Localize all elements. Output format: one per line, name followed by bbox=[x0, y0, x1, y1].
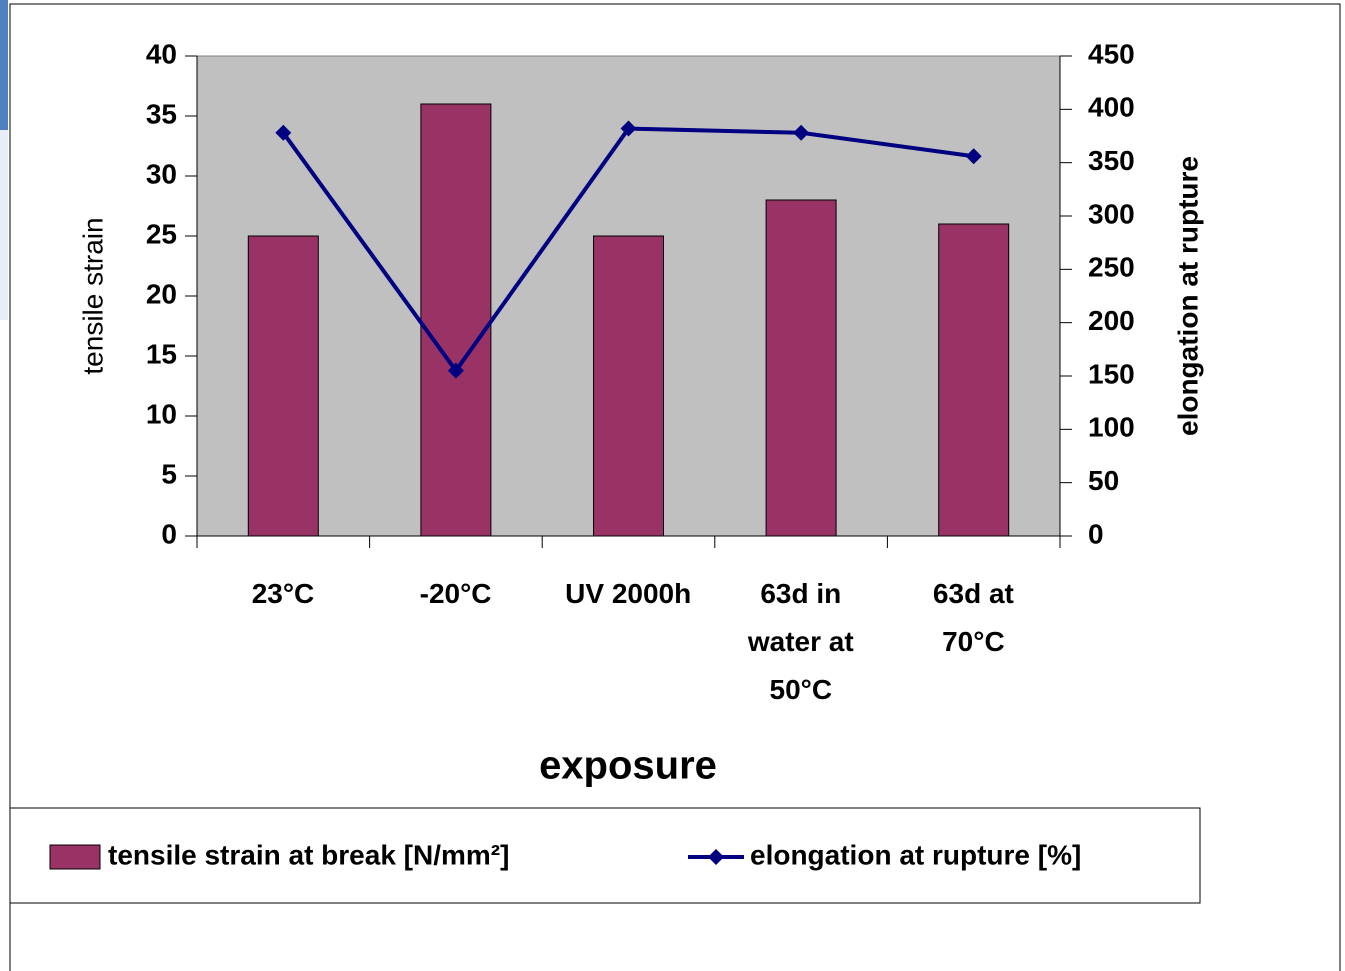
bar bbox=[420, 103, 492, 537]
y2-tick-label: 50 bbox=[1088, 465, 1119, 496]
x-tick-label: UV 2000h bbox=[565, 578, 692, 609]
bar bbox=[938, 223, 1010, 537]
y-tick-label: 20 bbox=[146, 278, 177, 309]
chart-frame bbox=[9, 3, 1341, 971]
y-tick-label: 35 bbox=[146, 98, 177, 129]
y-tick-label: 10 bbox=[146, 398, 177, 429]
y-tick-label: 40 bbox=[146, 38, 177, 69]
y-tick-label: 5 bbox=[161, 458, 177, 489]
y2-tick-label: 150 bbox=[1088, 358, 1135, 389]
y2-tick-label: 100 bbox=[1088, 412, 1135, 443]
x-tick-label: 63d in water at 50°C bbox=[747, 578, 854, 705]
x-axis-title: exposure bbox=[539, 744, 717, 788]
legend-box bbox=[9, 807, 1201, 904]
bar bbox=[247, 235, 319, 537]
y2-axis-title: elongation at rupture bbox=[1172, 156, 1203, 436]
legend-label: tensile strain at break [N/mm²] bbox=[108, 839, 509, 870]
x-tick-label: -20°C bbox=[419, 578, 492, 609]
legend-swatch bbox=[49, 844, 101, 870]
side-strip bbox=[0, 0, 8, 130]
x-tick-label: 63d at 70°C bbox=[932, 578, 1014, 657]
y2-tick-label: 450 bbox=[1088, 38, 1135, 69]
marker bbox=[447, 362, 464, 379]
y2-tick-label: 300 bbox=[1088, 198, 1135, 229]
y-tick-label: 15 bbox=[146, 338, 177, 369]
y-tick-label: 0 bbox=[161, 518, 177, 549]
marker bbox=[275, 124, 292, 141]
y-tick-label: 30 bbox=[146, 158, 177, 189]
x-tick-label: 23°C bbox=[251, 578, 315, 609]
y-tick-label: 25 bbox=[146, 218, 177, 249]
marker bbox=[965, 148, 982, 165]
y-axis-title: tensile strain bbox=[77, 217, 108, 374]
side-strip-light bbox=[0, 130, 8, 320]
bar bbox=[765, 199, 837, 537]
y2-tick-label: 0 bbox=[1088, 518, 1104, 549]
marker bbox=[793, 124, 810, 141]
bar bbox=[593, 235, 664, 537]
y2-tick-label: 250 bbox=[1088, 252, 1135, 283]
y2-tick-label: 200 bbox=[1088, 305, 1135, 336]
marker bbox=[620, 120, 637, 137]
y2-tick-label: 350 bbox=[1088, 145, 1135, 176]
y2-tick-label: 400 bbox=[1088, 92, 1135, 123]
legend-marker bbox=[708, 849, 724, 865]
legend-label: elongation at rupture [%] bbox=[750, 839, 1081, 870]
